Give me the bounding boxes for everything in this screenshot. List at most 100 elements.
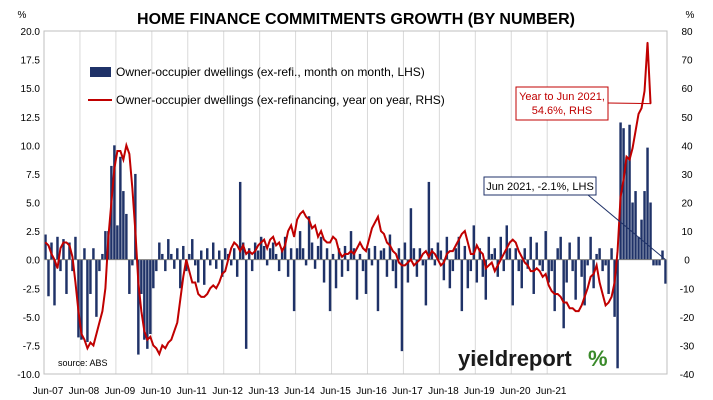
line-point: [383, 233, 385, 235]
bar-mark: [280, 248, 284, 260]
bar-mark: [212, 242, 215, 260]
legend: Owner-occupier dwellings (ex-refi., mont…: [88, 65, 445, 107]
line-point: [566, 301, 568, 304]
bar-mark: [340, 259, 344, 277]
annotation-lhs-text: Jun 2021, -2.1%, LHS: [486, 181, 594, 193]
line-point: [281, 250, 283, 252]
line-point: [176, 321, 178, 324]
bar-mark: [418, 248, 422, 260]
line-point: [80, 333, 83, 335]
bar-mark: [454, 248, 458, 260]
logo-wordmark: yieldreport: [458, 346, 572, 371]
bar-mark: [565, 259, 568, 283]
bar-mark: [346, 259, 350, 272]
logo-percent-symbol: %: [588, 346, 608, 371]
line-point: [488, 264, 490, 266]
left-tick-label: 10.0: [21, 141, 41, 152]
left-axis-unit: %: [18, 10, 27, 21]
line-point: [239, 250, 241, 252]
bar-mark: [200, 250, 203, 260]
line-point: [290, 224, 292, 226]
line-point: [524, 261, 526, 264]
line-point: [299, 213, 301, 215]
line-point: [554, 293, 556, 295]
left-tick-label: 7.5: [26, 170, 40, 181]
bar-mark: [319, 236, 323, 260]
bar-mark: [664, 259, 667, 284]
line-point: [407, 261, 409, 264]
line-point: [152, 344, 154, 347]
bar-mark: [229, 259, 233, 266]
line-point: [311, 227, 313, 229]
line-point: [380, 230, 382, 232]
line-point: [125, 144, 127, 146]
line-point: [143, 330, 145, 332]
bar-mark: [460, 259, 464, 312]
bar-mark: [337, 248, 341, 260]
bar-mark: [589, 236, 592, 260]
bar-mark: [92, 248, 95, 260]
bar-mark: [634, 191, 637, 260]
line-point: [149, 336, 151, 338]
bar-mark: [511, 259, 514, 306]
bar-mark: [649, 202, 652, 260]
bar-mark: [457, 236, 461, 260]
bar-mark: [59, 259, 62, 272]
line-point: [386, 241, 388, 244]
bar-mark: [385, 259, 389, 277]
line-point: [317, 236, 319, 238]
line-point: [140, 310, 142, 312]
bar-mark: [613, 259, 616, 317]
bar-mark: [47, 259, 50, 297]
line-point: [563, 301, 565, 304]
line-point: [116, 150, 118, 152]
bar-mark: [86, 259, 89, 342]
line-point: [272, 236, 274, 238]
line-point: [326, 241, 328, 244]
line-point: [74, 281, 77, 284]
line-point: [497, 264, 499, 266]
line-point: [131, 187, 133, 189]
line-point: [65, 241, 68, 244]
line-point: [308, 219, 310, 221]
bar-mark: [203, 259, 206, 285]
bar-mark: [496, 259, 499, 277]
legend-bar-swatch: [90, 67, 111, 77]
line-point: [77, 310, 80, 312]
line-point: [314, 224, 316, 226]
bar-mark: [289, 248, 293, 260]
x-tick-label: Jun-15: [320, 386, 351, 397]
bar-mark: [53, 259, 56, 306]
line-point: [164, 347, 166, 349]
bar-mark: [301, 248, 305, 260]
bar-mark: [370, 259, 374, 266]
bar-mark: [274, 253, 278, 260]
annotation-rhs-line2: 54.6%, RHS: [532, 105, 593, 117]
bar-mark: [155, 259, 158, 272]
x-tick-label: Jun-13: [248, 386, 279, 397]
line-point: [233, 241, 235, 244]
bar-mark: [215, 259, 218, 269]
bar-mark: [197, 259, 200, 283]
line-point: [62, 241, 65, 244]
bar-mark: [89, 259, 92, 294]
bar-mark: [586, 259, 589, 266]
line-point: [59, 247, 62, 249]
bar-mark: [604, 259, 607, 266]
right-axis-ticks: 80 70 60 50 40 30 20 10 0 -10 -20 -30 -40: [680, 27, 695, 381]
line-point: [416, 261, 418, 264]
line-point: [634, 130, 637, 132]
bar-mark: [535, 242, 538, 260]
bar-mark: [250, 259, 254, 272]
line-point: [398, 261, 400, 264]
line-point: [98, 321, 101, 324]
line-point: [440, 264, 442, 266]
bar-mark: [167, 239, 170, 260]
bar-mark: [125, 213, 128, 260]
line-point: [362, 247, 364, 249]
line-point: [512, 239, 514, 241]
bar-mark: [580, 259, 583, 277]
bar-mark: [68, 242, 71, 260]
line-point: [401, 264, 403, 266]
line-point: [353, 253, 355, 255]
